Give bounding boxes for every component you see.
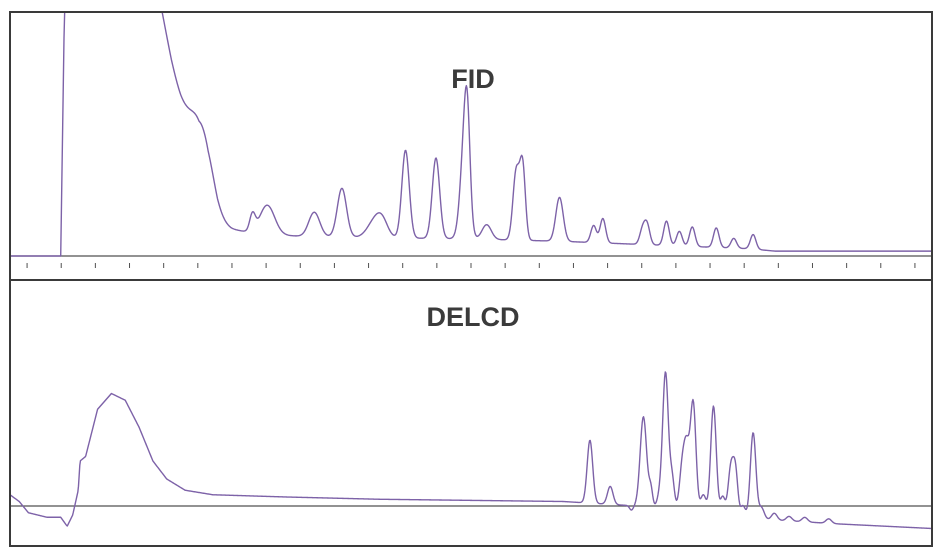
delcd-trace xyxy=(9,371,933,530)
fid-trace xyxy=(9,11,933,257)
delcd-panel-title: DELCD xyxy=(427,302,520,332)
fid-x-ticks xyxy=(26,263,916,268)
delcd-panel: DELCD xyxy=(9,302,933,530)
fid-panel: FID xyxy=(9,11,933,268)
fid-panel-title: FID xyxy=(451,64,495,94)
